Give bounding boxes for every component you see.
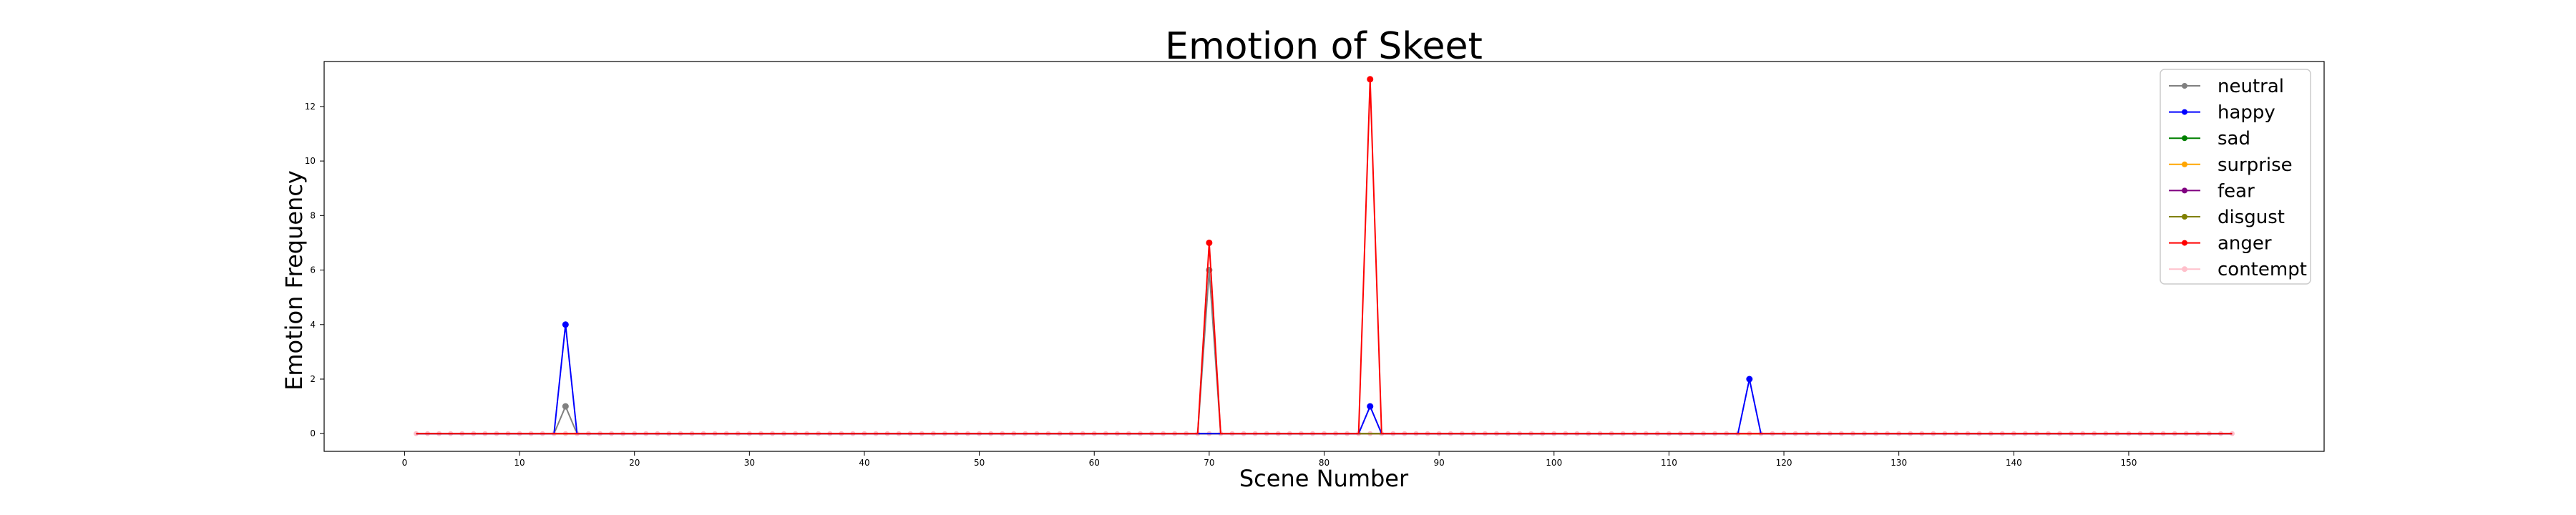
y-tick-label: 4 bbox=[310, 320, 316, 330]
x-tick-label: 120 bbox=[1776, 458, 1792, 468]
legend-label: contempt bbox=[2218, 259, 2307, 280]
x-axis-label: Scene Number bbox=[1239, 465, 1409, 492]
y-tick-label: 6 bbox=[310, 265, 316, 275]
series-line-anger bbox=[416, 79, 2233, 435]
legend-item-neutral: neutral bbox=[2169, 76, 2284, 97]
y-tick-label: 0 bbox=[310, 428, 316, 438]
legend-label: disgust bbox=[2218, 207, 2285, 228]
legend-item-anger: anger bbox=[2169, 233, 2272, 255]
x-tick-label: 40 bbox=[859, 458, 869, 468]
legend-marker bbox=[2182, 187, 2187, 194]
data-point-happy bbox=[562, 321, 569, 328]
x-tick-label: 150 bbox=[2120, 458, 2137, 468]
legend-item-sad: sad bbox=[2169, 128, 2250, 149]
legend-label: sad bbox=[2218, 128, 2250, 149]
legend: neutral happy sad surprise fear disgust anger c… bbox=[2160, 69, 2311, 285]
legend-marker bbox=[2182, 161, 2187, 167]
x-tick-label: 110 bbox=[1661, 458, 1677, 468]
legend-label: surprise bbox=[2218, 154, 2293, 176]
legend-item-surprise: surprise bbox=[2169, 154, 2293, 176]
legend-marker bbox=[2182, 214, 2187, 220]
legend-marker bbox=[2182, 240, 2187, 246]
x-tick-label: 0 bbox=[402, 458, 408, 468]
data-point-neutral bbox=[562, 403, 569, 410]
x-tick-label: 70 bbox=[1204, 458, 1214, 468]
data-point-anger bbox=[1206, 239, 1213, 246]
plot-area: 0 10 20 30 40 50 60 70 80 90 100 110 120 130 140 150 0 2 4… bbox=[305, 61, 2325, 468]
chart-title: Emotion of Skeet bbox=[1165, 25, 1483, 68]
x-tick-label: 20 bbox=[629, 458, 640, 468]
legend-frame bbox=[2160, 69, 2311, 285]
legend-item-contempt: contempt bbox=[2169, 259, 2307, 280]
legend-label: happy bbox=[2218, 102, 2275, 124]
x-tick-label: 140 bbox=[2006, 458, 2022, 468]
legend-marker bbox=[2182, 135, 2187, 142]
legend-item-happy: happy bbox=[2169, 102, 2275, 124]
legend-item-disgust: disgust bbox=[2169, 207, 2285, 228]
y-tick-label: 12 bbox=[305, 102, 316, 112]
x-tick-label: 100 bbox=[1546, 458, 1562, 468]
x-tick-label: 10 bbox=[514, 458, 525, 468]
x-tick-label: 60 bbox=[1089, 458, 1100, 468]
data-point-happy bbox=[1367, 403, 1374, 410]
x-tick-label: 80 bbox=[1319, 458, 1330, 468]
y-tick-label: 8 bbox=[310, 210, 316, 220]
series-anger bbox=[416, 76, 2233, 435]
x-tick-label: 50 bbox=[974, 458, 985, 468]
legend-marker bbox=[2182, 109, 2187, 115]
y-axis-label: Emotion Frequency bbox=[280, 170, 308, 391]
legend-label: fear bbox=[2218, 180, 2255, 202]
x-tick-label: 130 bbox=[1890, 458, 1907, 468]
legend-label: anger bbox=[2218, 233, 2272, 255]
data-point-contempt bbox=[414, 431, 419, 436]
x-tick-label: 90 bbox=[1433, 458, 1444, 468]
data-point-contempt bbox=[2229, 431, 2235, 436]
x-tick-label: 30 bbox=[744, 458, 755, 468]
y-tick-label: 2 bbox=[310, 374, 316, 384]
data-point-happy bbox=[1746, 376, 1753, 383]
legend-label: neutral bbox=[2218, 76, 2284, 97]
y-tick-label: 10 bbox=[305, 156, 316, 166]
legend-marker bbox=[2182, 266, 2187, 273]
data-point-anger bbox=[1367, 76, 1374, 83]
legend-marker bbox=[2182, 83, 2187, 89]
legend-item-fear: fear bbox=[2169, 180, 2255, 202]
